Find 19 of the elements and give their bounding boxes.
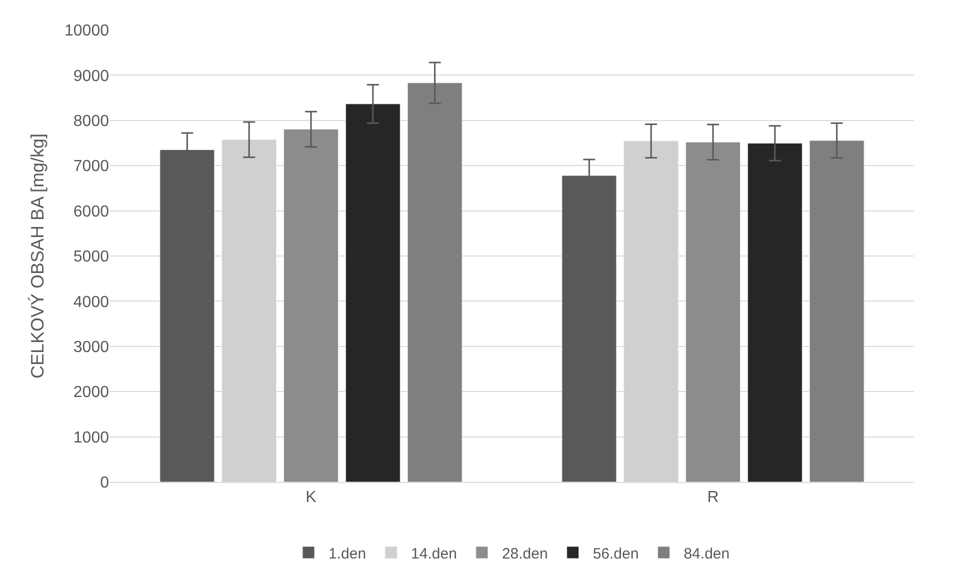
y-tick-label: 10000: [64, 22, 110, 40]
legend-label: 84.den: [684, 545, 730, 562]
y-tick-label: 0: [100, 474, 110, 492]
y-tick-label: 7000: [73, 158, 110, 176]
x-tick-label: R: [707, 489, 719, 506]
y-tick-label: 1000: [73, 429, 110, 446]
x-tick-label: K: [306, 489, 317, 506]
legend-label: 1.den: [328, 545, 366, 562]
legend-label: 14.den: [411, 545, 457, 562]
y-tick-label: 9000: [73, 68, 110, 85]
y-tick-label: 3000: [73, 339, 110, 356]
y-tick-label: 6000: [73, 203, 110, 220]
y-tick-label: 4000: [73, 294, 110, 311]
y-axis-title: CELKOVÝ OBSAH BA [mg/kg]: [28, 133, 48, 379]
y-tick-label: 8000: [73, 113, 110, 130]
y-tick-label: 2000: [73, 384, 110, 402]
legend-label: 56.den: [592, 545, 639, 562]
y-tick-label: 5000: [73, 248, 110, 266]
legend-label: 28.den: [502, 545, 548, 562]
